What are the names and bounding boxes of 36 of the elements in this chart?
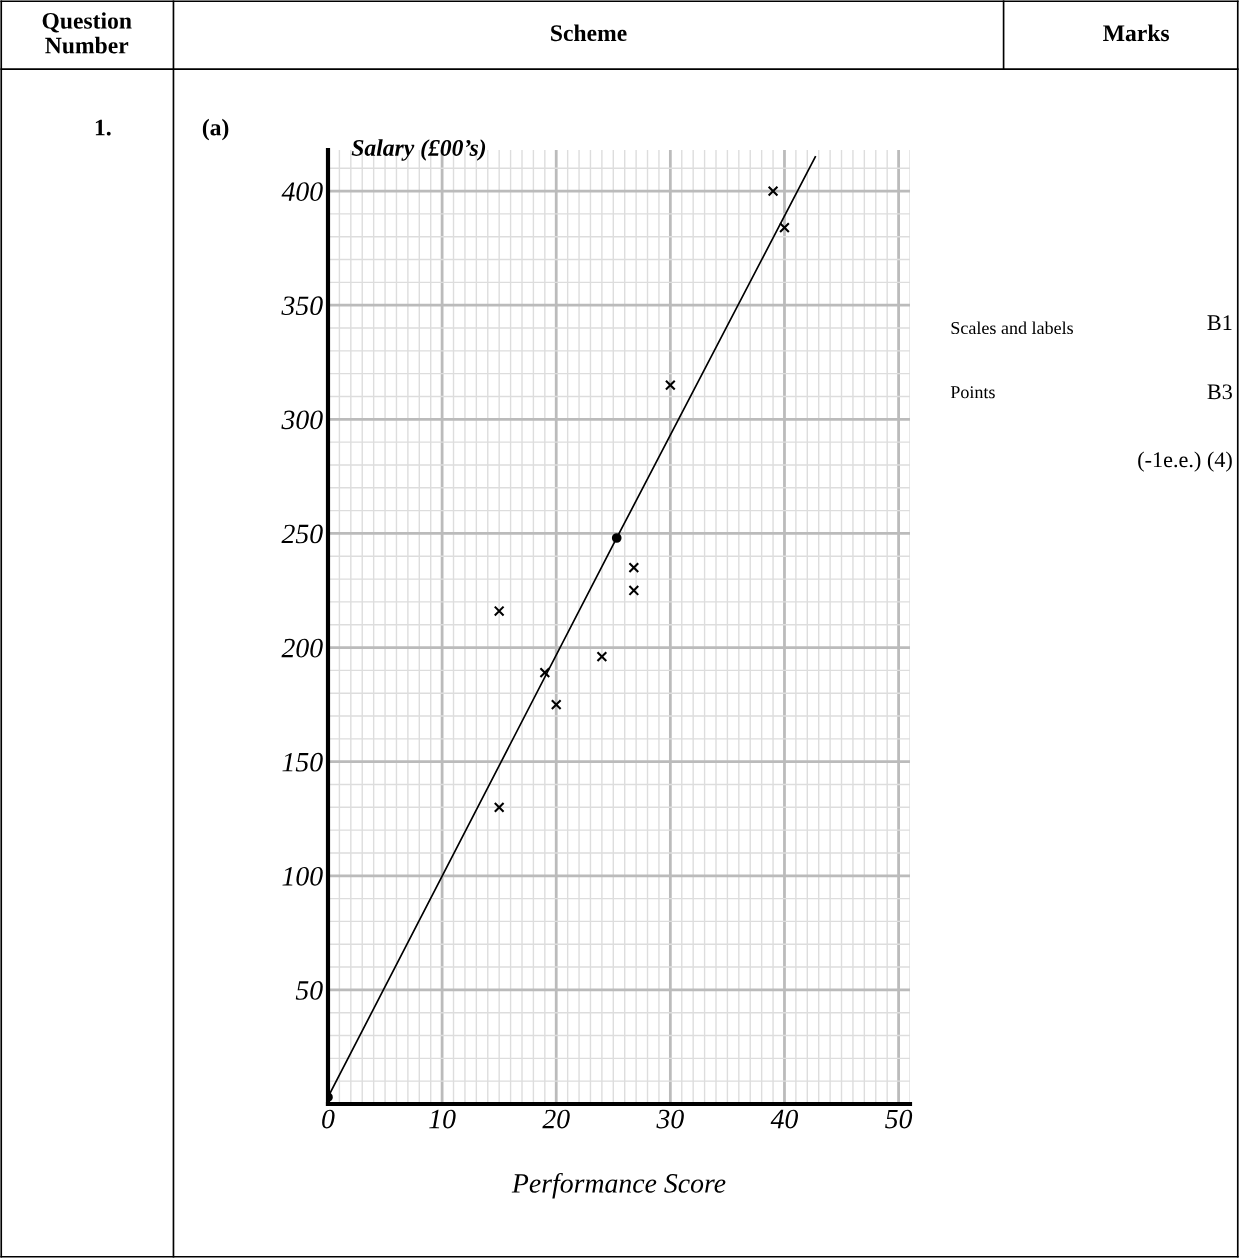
point <box>664 379 676 391</box>
x-tick-label: 50 <box>885 1109 913 1129</box>
y-tick-label: 350 <box>281 296 323 316</box>
text: B3 <box>1207 384 1232 400</box>
x-tick-label: 40 <box>770 1109 799 1129</box>
point <box>779 222 790 234</box>
text: (a) <box>202 118 229 141</box>
y-tick-label: 400 <box>281 182 323 201</box>
x-tick-label: 0 <box>322 1109 335 1129</box>
point <box>550 699 562 711</box>
text: B1 <box>1207 315 1232 330</box>
text: (-1e.e.) (4) <box>1138 451 1232 472</box>
point <box>628 562 640 574</box>
text: 1. <box>95 119 111 136</box>
y-tick-label: 100 <box>282 866 323 886</box>
x-tick-label: 30 <box>656 1109 684 1129</box>
y-tick-label: 150 <box>282 752 323 772</box>
text: Question Number <box>42 12 132 54</box>
point <box>596 651 608 663</box>
text: Scheme <box>551 24 627 42</box>
y-tick-label: 300 <box>281 410 323 430</box>
x-tick-label: 10 <box>429 1109 456 1129</box>
point <box>539 667 551 679</box>
text: Marks <box>1103 24 1170 42</box>
point <box>767 185 779 197</box>
point <box>493 605 505 617</box>
y-tick-label: 50 <box>295 981 323 1000</box>
x-axis-title: Performance Score <box>511 1172 726 1199</box>
x-tick-label: 20 <box>542 1109 570 1129</box>
point <box>493 801 505 813</box>
y-tick-label: 250 <box>281 524 323 544</box>
point <box>628 585 640 596</box>
text: Points <box>950 386 995 399</box>
text: Scales and labels <box>951 321 1073 335</box>
y-axis-title: Salary (£00’s) <box>351 139 486 161</box>
y-tick-label: 200 <box>281 638 323 658</box>
